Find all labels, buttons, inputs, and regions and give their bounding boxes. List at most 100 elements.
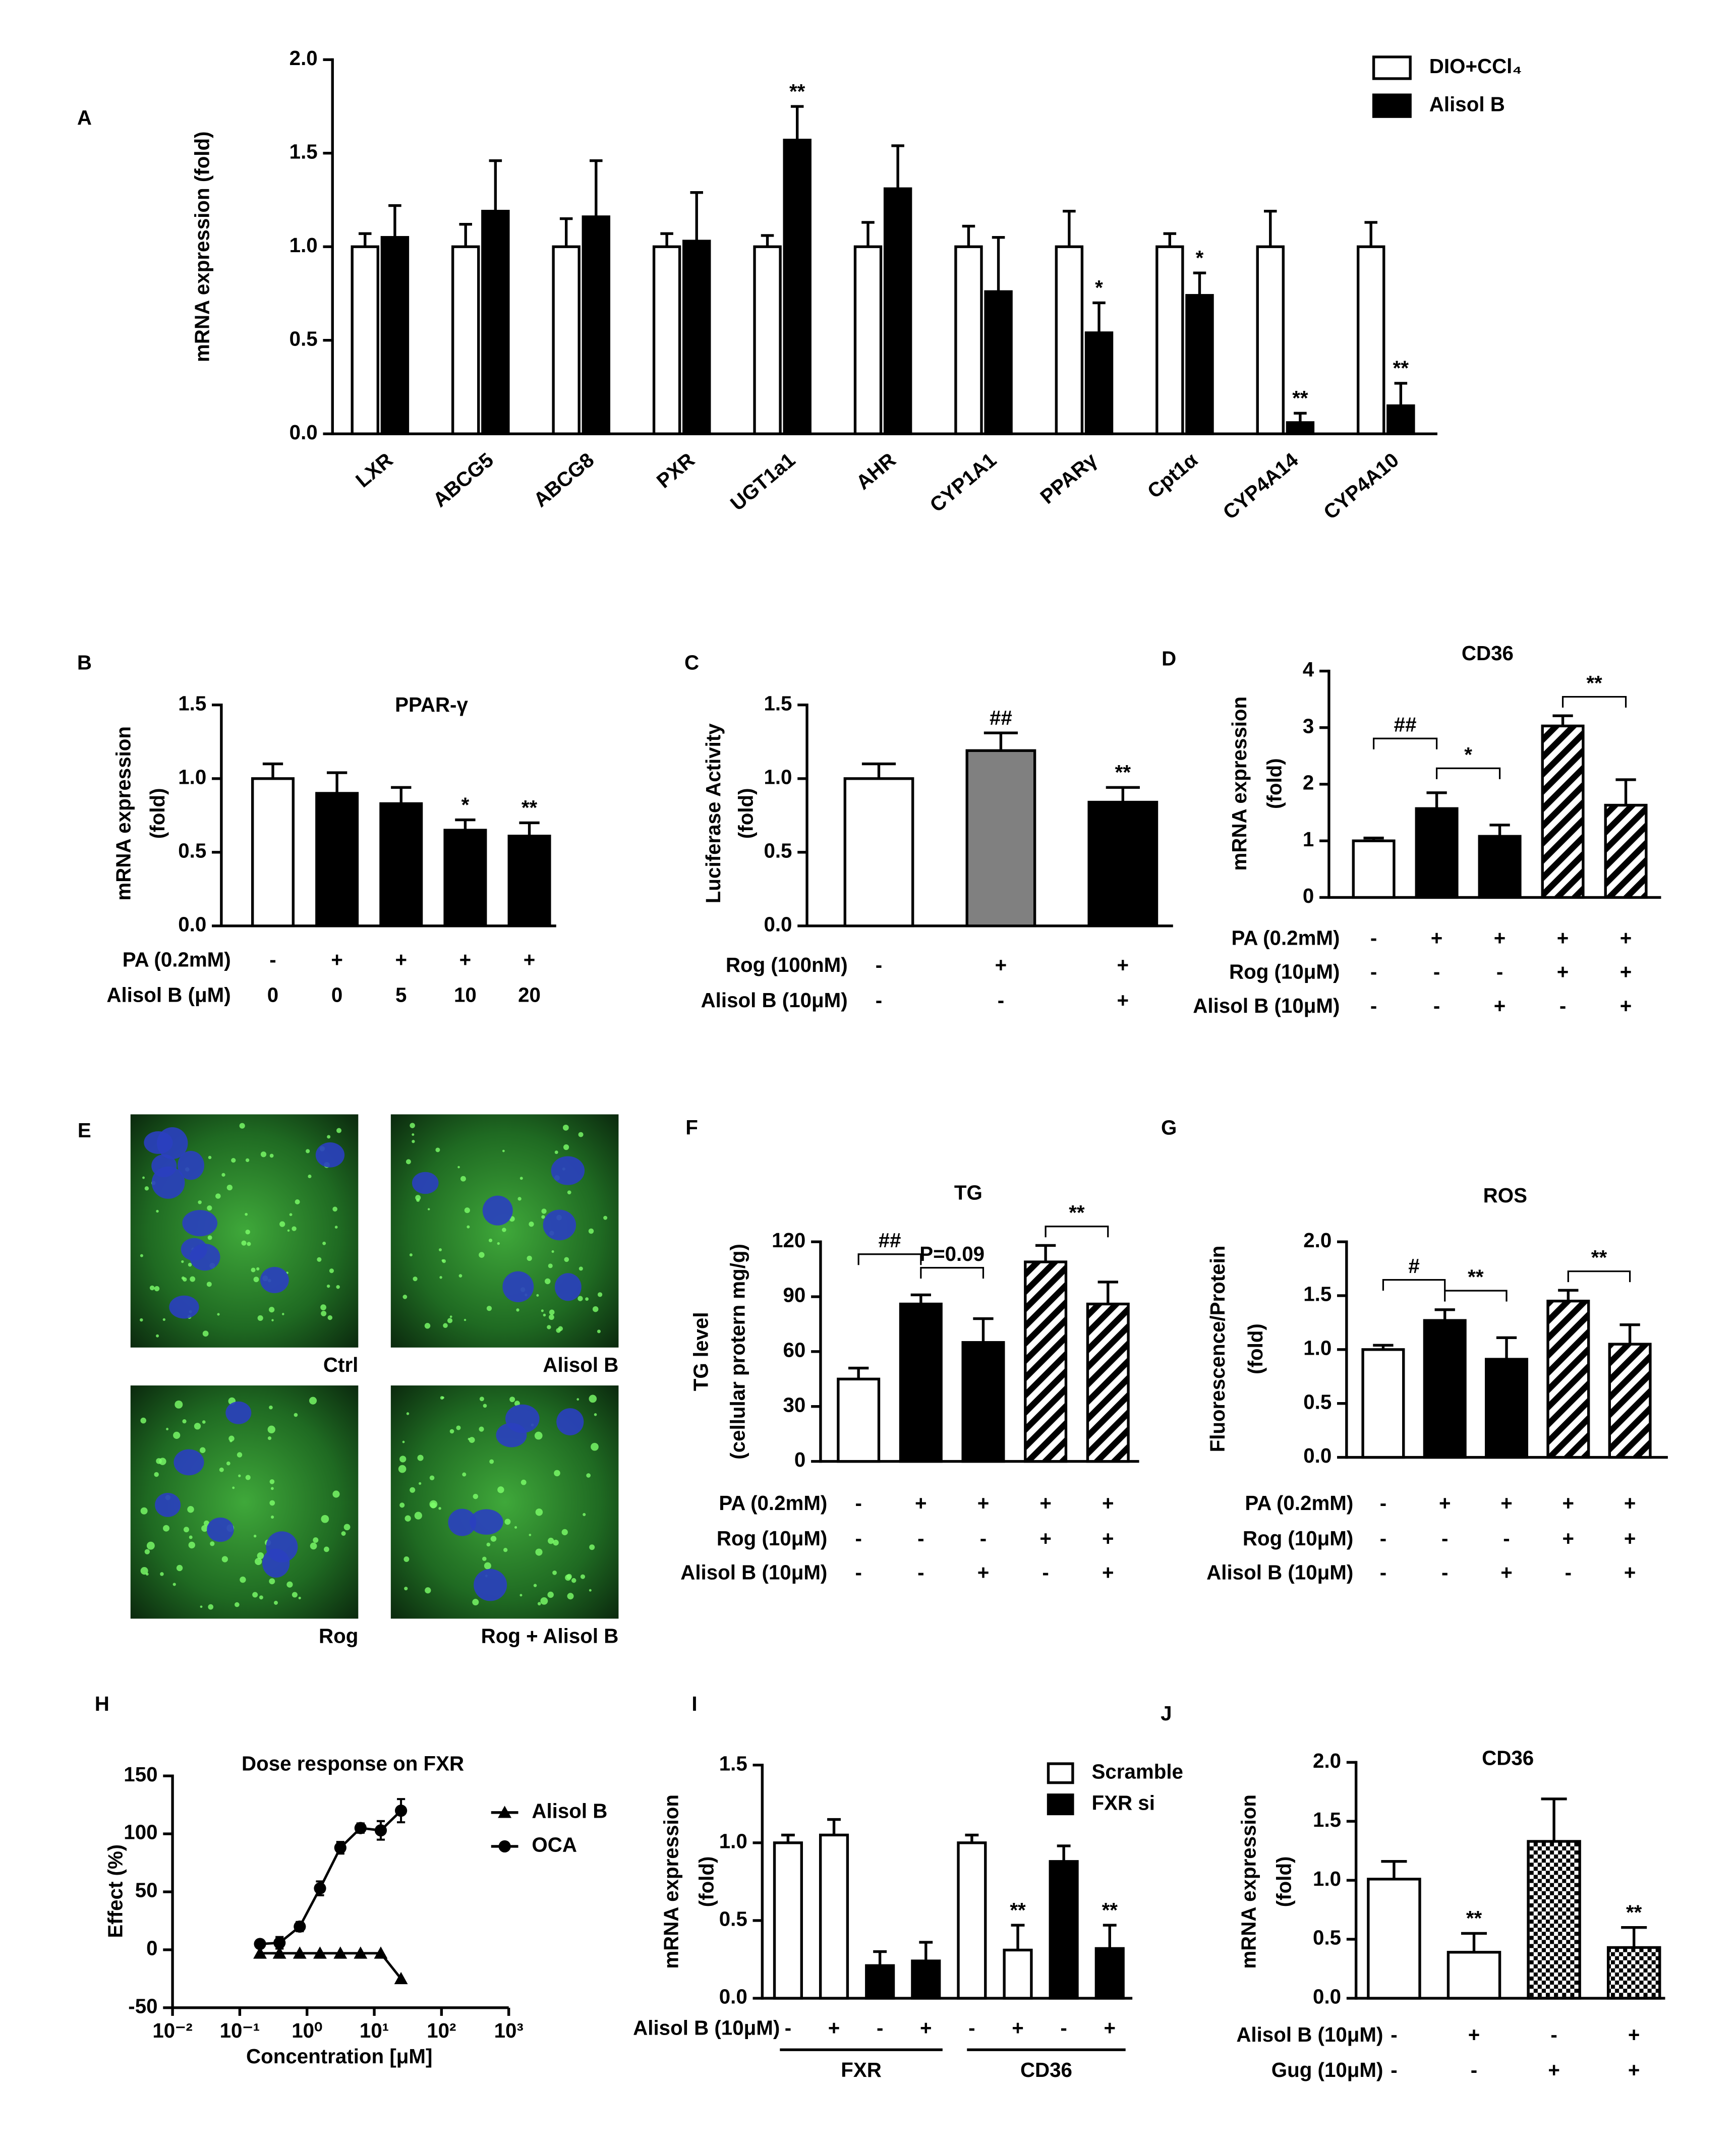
x-tick-label: UGT1a1 [726, 448, 800, 515]
condition-sign: - [1559, 995, 1566, 1017]
nucleus [144, 1131, 173, 1154]
panel-letter: J [1161, 1702, 1172, 1725]
lipid-droplet [154, 1472, 159, 1477]
panel-letter: D [1162, 648, 1176, 670]
error-bar [973, 1317, 994, 1343]
lipid-droplet [603, 1215, 608, 1220]
condition-label: PA (0.2mM) [719, 1492, 827, 1515]
lipid-droplet [430, 1502, 436, 1509]
condition-sign: + [995, 954, 1007, 976]
y-tick-label: 0.0 [1303, 1444, 1332, 1467]
lipid-droplet [270, 1515, 274, 1519]
condition-sign: + [977, 1492, 990, 1515]
lipid-droplet [279, 1221, 285, 1227]
lipid-droplet [219, 1467, 224, 1472]
condition-sign: - [1441, 1527, 1448, 1550]
lipid-droplet [269, 1405, 273, 1410]
error-bar [359, 232, 372, 247]
lipid-droplet [425, 1587, 431, 1594]
lipid-droplet [541, 1309, 544, 1312]
marker [394, 1971, 408, 1985]
lipid-droplet [257, 1552, 264, 1559]
y-tick-label: 1.5 [1313, 1809, 1341, 1831]
lipid-droplet [413, 1277, 418, 1282]
nucleus [482, 1195, 513, 1226]
y-axis-label: mRNA expression [1228, 697, 1251, 871]
condition-label: PA (0.2mM) [1245, 1492, 1353, 1515]
y-axis-label: mRNA expression [1238, 1794, 1260, 1969]
lipid-droplet [215, 1193, 221, 1199]
error-bar [1011, 1924, 1025, 1950]
condition-sign: - [1565, 1561, 1572, 1584]
bar [1086, 1302, 1130, 1463]
bracket [1372, 737, 1438, 749]
condition-sign: - [1503, 1527, 1510, 1550]
y-tick-label: 0.0 [290, 421, 318, 444]
condition-sign: + [1468, 2023, 1480, 2046]
lipid-droplet [509, 1397, 515, 1403]
bar [1446, 1951, 1501, 2000]
lipid-droplet [547, 1591, 554, 1598]
condition-sign: - [855, 1561, 861, 1584]
condition-sign: + [915, 1492, 927, 1515]
chart-title: PPAR-γ [395, 693, 468, 716]
lipid-droplet [520, 1479, 527, 1485]
lipid-droplet [336, 1128, 342, 1133]
lipid-droplet [270, 1487, 274, 1490]
nucleus [225, 1401, 252, 1424]
y-tick-label: 0.5 [764, 839, 792, 862]
lipid-droplet [549, 1309, 555, 1315]
bar [1527, 1840, 1581, 2000]
lipid-droplet [462, 1472, 467, 1477]
x-tick-label: 10² [427, 2019, 456, 2042]
marker [498, 1840, 511, 1853]
lipid-droplet [238, 1474, 241, 1477]
bracket [1382, 1279, 1446, 1291]
lipid-droplet [343, 1524, 351, 1531]
significance-label: ** [1102, 1899, 1118, 1922]
significance-label: ** [522, 796, 538, 819]
condition-sign: + [1431, 926, 1443, 949]
chart-title: TG [954, 1182, 982, 1204]
y-tick-label: 0.5 [719, 1908, 747, 1931]
lipid-droplet [541, 1215, 545, 1219]
condition-label: Alisol B (μM) [106, 983, 230, 1006]
lipid-droplet [535, 1548, 543, 1556]
lipid-droplet [404, 1515, 411, 1522]
lipid-droplet [410, 1487, 416, 1493]
lipid-droplet [429, 1475, 435, 1481]
y-tick-label: 2.0 [290, 47, 318, 70]
condition-sign: + [1620, 961, 1632, 983]
bar [507, 834, 551, 927]
lipid-droplet [194, 1423, 201, 1430]
nucleus [470, 1509, 503, 1535]
marker [498, 1806, 512, 1818]
condition-sign: + [1624, 1561, 1636, 1584]
y-tick-label: 60 [783, 1339, 806, 1362]
error-bar [1163, 232, 1177, 247]
lipid-droplet [267, 1436, 272, 1440]
bar [1055, 245, 1084, 435]
significance-label: ** [789, 80, 805, 103]
lipid-droplet [502, 1228, 506, 1232]
lipid-droplet [269, 1578, 275, 1585]
lipid-droplet [564, 1257, 569, 1262]
lipid-droplet [479, 1252, 485, 1258]
lipid-droplet [235, 1602, 240, 1607]
lipid-droplet [484, 1562, 491, 1570]
condition-sign: - [269, 948, 276, 971]
lipid-droplet [181, 1260, 184, 1263]
condition-sign: + [1117, 954, 1129, 976]
y-axis-label: (cellular protern mg/g) [726, 1244, 749, 1460]
error-bar [690, 191, 704, 242]
lipid-droplet [427, 1208, 430, 1210]
legend-swatch [1372, 55, 1412, 80]
lipid-droplet [321, 1515, 329, 1523]
lipid-droplet [469, 1437, 475, 1443]
error-bar [1193, 271, 1206, 296]
condition-sign: - [998, 989, 1004, 1012]
lipid-droplet [586, 1473, 591, 1478]
lipid-droplet [406, 1159, 411, 1165]
error-bar [590, 159, 603, 217]
